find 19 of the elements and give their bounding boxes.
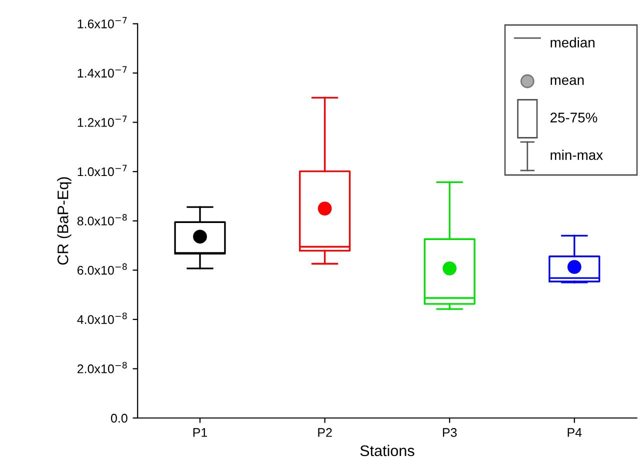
y-tick-label: 2.0x10$^{−8}$ [78,362,127,374]
x-tick-label: P1 [193,428,208,437]
y-tick-label: 1.4x10$^{−7}$ [78,66,127,78]
x-tick-label: P3 [442,428,457,437]
x-tick-label: P4 [568,428,582,437]
annotation: median [550,37,594,48]
annotation: 25-75% [550,112,598,122]
y-axis-title: CR (BaP-Eq) [57,177,72,265]
y-tick-label: 4.0x10$^{−8}$ [77,312,127,324]
y-tick-label: 6.0x10$^{−8}$ [78,263,127,275]
y-tick-label: 1.2x10$^{−7}$ [78,116,127,127]
x-tick-label: P2 [318,428,332,437]
annotation: mean [550,77,584,85]
x-axis-title: Stations [360,444,414,456]
y-tick-label: 1.0x10$^{−7}$ [78,164,127,176]
annotation: min-max [550,150,603,160]
y-tick-label: 0.0 [110,414,128,423]
y-tick-label: 8.0x10$^{−8}$ [77,214,127,226]
y-tick-label: 1.6x10$^{−7}$ [78,17,127,28]
